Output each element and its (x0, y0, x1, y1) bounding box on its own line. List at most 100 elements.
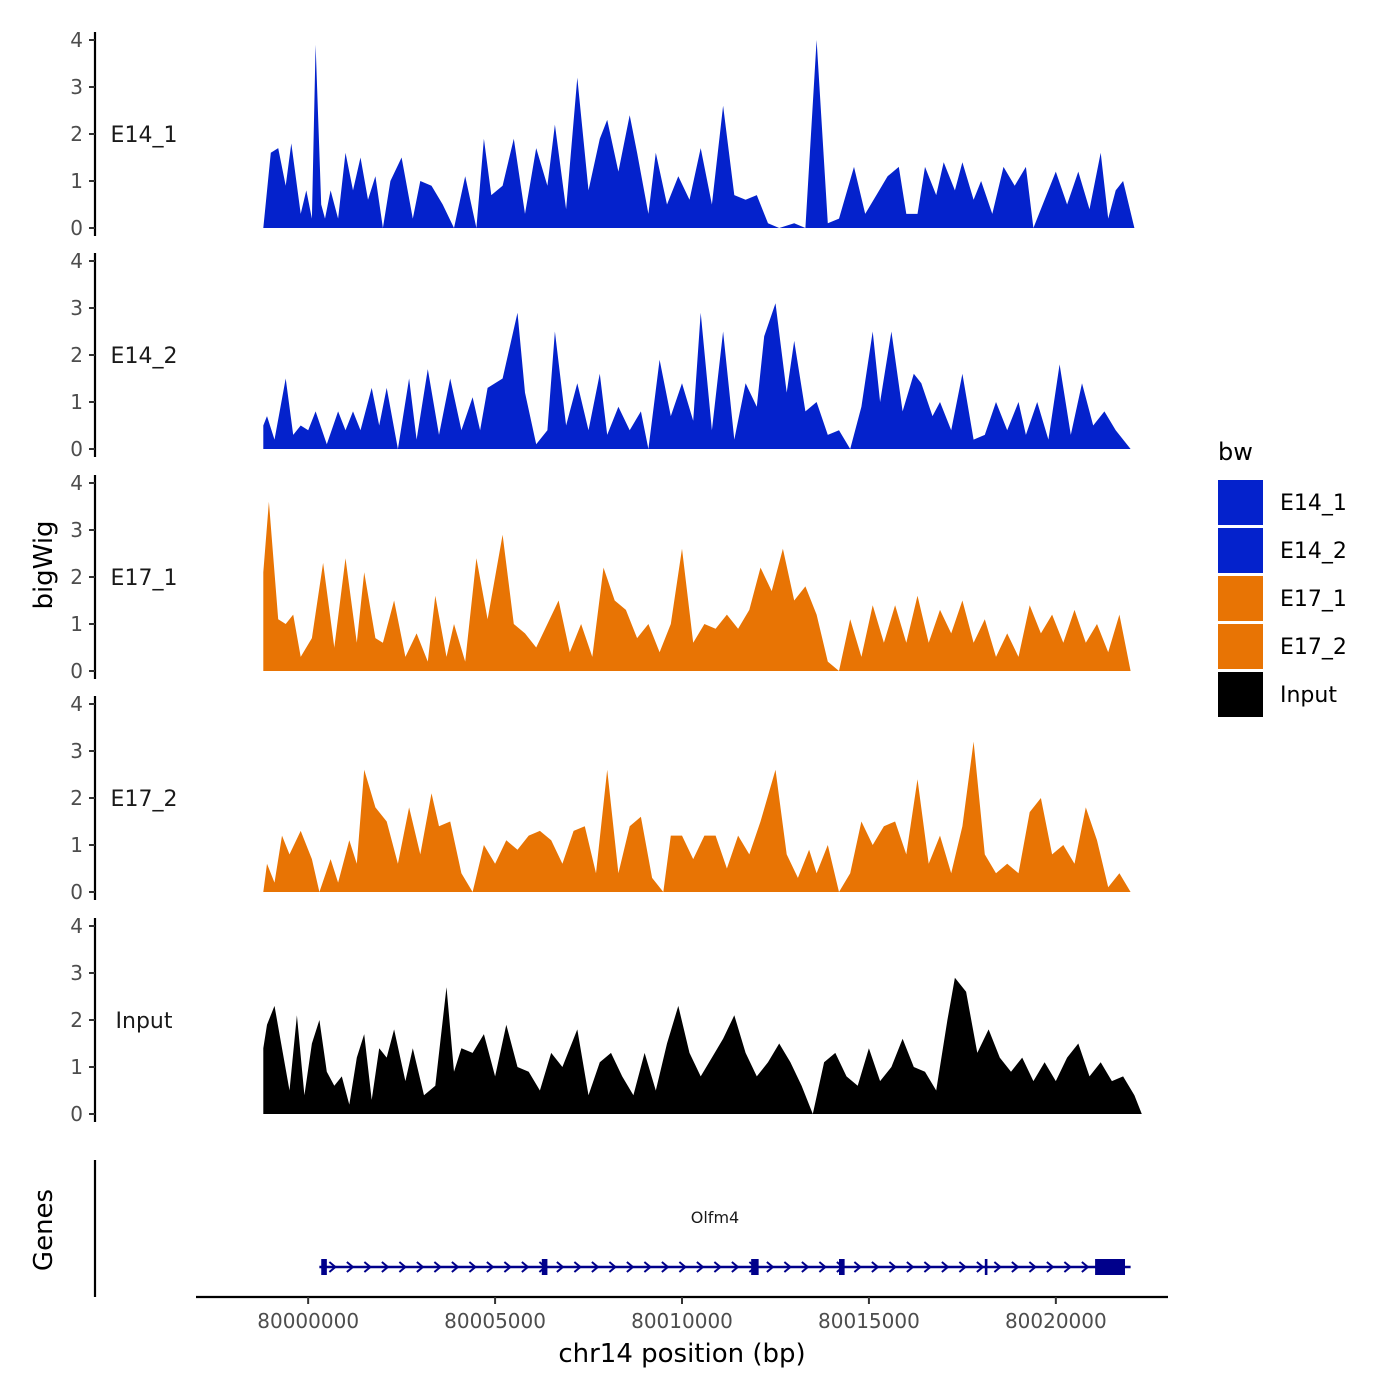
strand-arrow (941, 1261, 950, 1273)
track-panels: 0 1 2 3 4 E14_1 0 1 2 3 4 E14_2 0 1 2 3 4 E17_1 0 1 2 3 4 E17_2… (70, 28, 1142, 1126)
gene-name-label: Olfm4 (691, 1208, 739, 1227)
y-tick-label: 3 (70, 739, 83, 763)
strand-arrow (451, 1261, 460, 1273)
x-tick-label: 80010000 (631, 1309, 733, 1333)
strand-arrow (556, 1261, 565, 1273)
strand-arrow (661, 1261, 670, 1273)
strand-arrow (416, 1261, 425, 1273)
track-E14_2: 0 1 2 3 4 E14_2 (70, 249, 1131, 461)
legend-label: E14_1 (1280, 491, 1347, 516)
x-tick-label: 80020000 (1005, 1309, 1107, 1333)
strand-arrow (328, 1261, 337, 1273)
y-tick-label: 2 (70, 343, 83, 367)
coverage-area-Input (263, 977, 1142, 1114)
coverage-area-E14_1 (263, 40, 1135, 228)
track-label: E17_2 (111, 787, 178, 812)
x-axis: 80000000 80005000 80010000 80015000 80020000 (196, 1295, 1168, 1333)
track-E17_1: 0 1 2 3 4 E17_1 (70, 471, 1131, 683)
y-tick-label: 4 (70, 471, 83, 495)
track-E14_1: 0 1 2 3 4 E14_1 (70, 28, 1135, 240)
gene-panel: Genes Olfm4 (29, 1160, 1131, 1297)
strand-arrow (626, 1261, 635, 1273)
track-label: Input (116, 1009, 173, 1034)
exon (984, 1259, 988, 1275)
strand-arrow (346, 1261, 355, 1273)
y-tick-label: 0 (70, 659, 83, 683)
gene-panel-title: Genes (29, 1189, 59, 1271)
coverage-area-E17_2 (263, 741, 1131, 892)
y-tick-label: 4 (70, 914, 83, 938)
y-tick-label: 0 (70, 880, 83, 904)
strand-arrow (643, 1261, 652, 1273)
exon (321, 1259, 327, 1275)
y-tick-label: 1 (70, 612, 83, 636)
legend-swatch (1218, 624, 1263, 669)
x-tick-label: 80000000 (257, 1309, 359, 1333)
y-tick-label: 4 (70, 692, 83, 716)
exon (1095, 1259, 1126, 1275)
track-E17_2: 0 1 2 3 4 E17_2 (70, 692, 1131, 904)
strand-arrow (363, 1261, 372, 1273)
strand-arrow (1063, 1261, 1072, 1273)
legend-swatch (1218, 672, 1263, 717)
strand-arrow (503, 1261, 512, 1273)
legend-swatch (1218, 528, 1263, 573)
y-tick-label: 3 (70, 961, 83, 985)
strand-arrow (591, 1261, 600, 1273)
strand-arrow (923, 1261, 932, 1273)
strand-arrow (888, 1261, 897, 1273)
y-axis-title: bigWig (29, 520, 59, 609)
y-tick-label: 0 (70, 1102, 83, 1126)
strand-arrow (696, 1261, 705, 1273)
x-tick-label: 80015000 (818, 1309, 920, 1333)
y-tick-label: 1 (70, 390, 83, 414)
strand-arrow (783, 1261, 792, 1273)
strand-arrow (486, 1261, 495, 1273)
x-tick-label: 80005000 (444, 1309, 546, 1333)
strand-arrow (398, 1261, 407, 1273)
strand-arrow (573, 1261, 582, 1273)
legend: bw E14_1 E14_2 E17_1 E17_2 Input (1218, 438, 1347, 717)
legend-label: E14_2 (1280, 539, 1347, 564)
legend-label: E17_2 (1280, 635, 1347, 660)
exon (839, 1259, 845, 1275)
y-tick-label: 2 (70, 122, 83, 146)
strand-arrow (1081, 1261, 1090, 1273)
strand-arrow (976, 1261, 985, 1273)
y-tick-label: 4 (70, 249, 83, 273)
y-tick-label: 1 (70, 1055, 83, 1079)
strand-arrow (871, 1261, 880, 1273)
x-axis-title: chr14 position (bp) (558, 1339, 805, 1369)
track-label: E17_1 (111, 566, 178, 591)
coverage-area-E17_1 (263, 501, 1131, 671)
strand-arrow (993, 1261, 1002, 1273)
strand-arrow (468, 1261, 477, 1273)
y-tick-label: 2 (70, 1008, 83, 1032)
strand-arrow (713, 1261, 722, 1273)
y-tick-label: 0 (70, 437, 83, 461)
y-tick-label: 1 (70, 833, 83, 857)
strand-arrow (801, 1261, 810, 1273)
strand-arrow (433, 1261, 442, 1273)
strand-arrow (608, 1261, 617, 1273)
exon (541, 1259, 548, 1275)
strand-arrow (381, 1261, 390, 1273)
y-tick-label: 3 (70, 518, 83, 542)
legend-swatch (1218, 480, 1263, 525)
strand-arrow (906, 1261, 915, 1273)
legend-label: E17_1 (1280, 587, 1347, 612)
strand-arrow (1046, 1261, 1055, 1273)
strand-arrow (853, 1261, 862, 1273)
strand-arrow (1011, 1261, 1020, 1273)
y-tick-label: 1 (70, 169, 83, 193)
y-tick-label: 3 (70, 296, 83, 320)
strand-arrow (731, 1261, 740, 1273)
strand-arrow (958, 1261, 967, 1273)
y-tick-label: 3 (70, 75, 83, 99)
legend-title: bw (1218, 438, 1253, 466)
y-tick-label: 0 (70, 216, 83, 240)
track-label: E14_1 (111, 123, 178, 148)
legend-label: Input (1280, 683, 1337, 708)
strand-arrow (818, 1261, 827, 1273)
